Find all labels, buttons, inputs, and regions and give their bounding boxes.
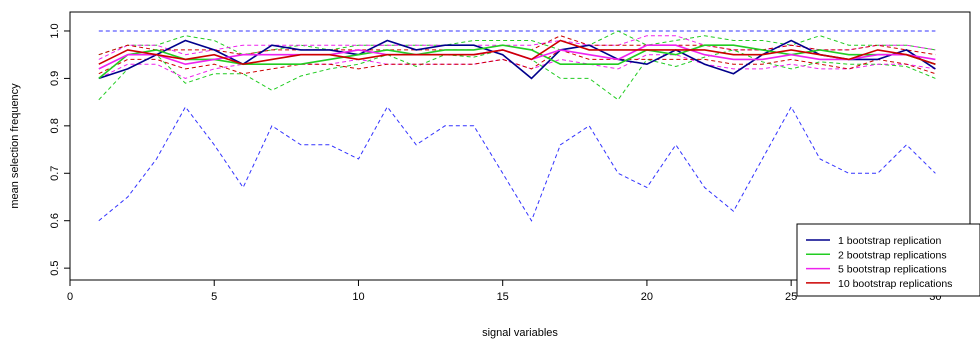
y-tick-label: 0.6 [49,213,61,228]
x-axis-label: signal variables [482,327,558,339]
legend-label: 1 bootstrap replication [838,235,941,247]
legend: 1 bootstrap replication 2 bootstrap repli… [796,223,980,297]
y-tick-label: 0.9 [49,71,61,86]
plot-frame [69,11,971,281]
x-tick-label: 10 [352,291,364,303]
legend-label: 5 bootstrap replications [838,264,947,276]
y-tick-label: 0.5 [49,260,61,275]
series-line-10-bootstrap-replications [98,39,936,66]
series-layer [98,30,936,222]
x-tick-label: 0 [67,291,73,303]
y-tick-label: 1.0 [49,23,61,38]
y-tick-label: 0.8 [49,118,61,133]
x-tick-label: 20 [641,291,653,303]
legend-label: 2 bootstrap replications [838,249,947,261]
series-line-10-bootstrap-replications-lower [98,49,936,75]
legend-label: 10 bootstrap replications [838,278,952,290]
x-tick-label: 15 [497,291,509,303]
y-axis: 0.5 0.6 0.7 0.8 0.9 1.0 [49,23,70,276]
legend-box [796,223,980,297]
y-axis-label: mean selection frequency [9,83,21,209]
series-line-5-bootstrap-replications-upper [98,35,936,60]
series-line-1-bootstrap-replication [98,39,936,80]
x-tick-label: 25 [785,291,797,303]
y-tick-label: 0.7 [49,166,61,181]
x-tick-label: 5 [211,291,217,303]
series-line-1-bootstrap-replication-lower [98,105,936,222]
